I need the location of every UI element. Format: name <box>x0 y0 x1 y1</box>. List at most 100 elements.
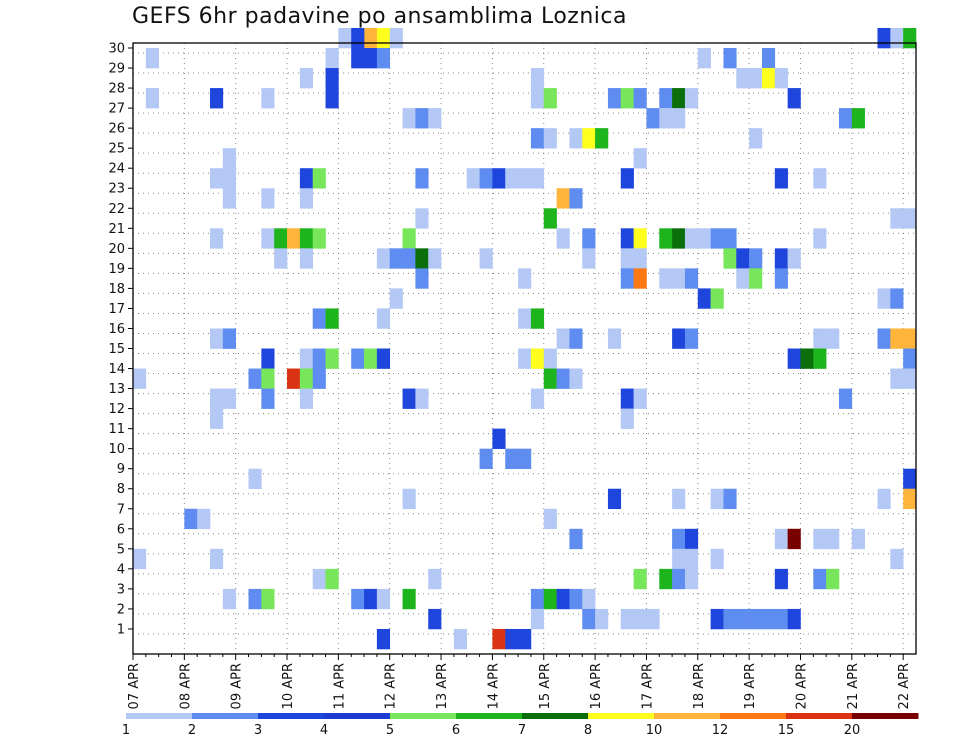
heatmap-cell <box>582 228 596 249</box>
legend-color-swatch <box>456 713 523 719</box>
heatmap-cell <box>210 88 224 109</box>
heatmap-cell <box>312 348 326 369</box>
legend-label: 4 <box>320 723 328 738</box>
heatmap-cell <box>710 488 724 510</box>
heatmap-cell <box>646 108 660 129</box>
y-tick-label: 21 <box>108 222 125 237</box>
heatmap-cell <box>774 608 788 630</box>
heatmap-cell <box>800 348 814 369</box>
legend-color-swatch <box>192 713 259 719</box>
heatmap-cell <box>299 228 314 249</box>
y-tick-label: 2 <box>117 602 125 617</box>
heatmap-cell <box>530 588 545 610</box>
heatmap-cell <box>376 48 391 69</box>
y-tick-label: 11 <box>108 422 125 437</box>
legend-color-swatch <box>522 713 589 719</box>
heatmap-cell <box>903 27 917 49</box>
heatmap-cell <box>697 48 711 69</box>
heatmap-cell <box>672 548 686 570</box>
legend-color-swatch <box>390 713 457 719</box>
heatmap-cell <box>402 488 416 510</box>
heatmap-cell <box>620 168 634 189</box>
heatmap-cell <box>530 308 545 329</box>
heatmap-cell <box>299 348 314 369</box>
legend-color-swatch <box>852 713 919 719</box>
legend-color-swatch <box>654 713 721 719</box>
heatmap-cell <box>518 308 532 329</box>
heatmap-cell <box>582 128 596 149</box>
heatmap-cell <box>518 348 532 369</box>
x-tick-label: 18 APR <box>692 663 707 709</box>
heatmap-cell <box>248 468 262 490</box>
heatmap-cell <box>672 228 686 249</box>
heatmap-cell <box>903 208 917 229</box>
heatmap-cell <box>479 168 493 189</box>
heatmap-cell <box>813 568 827 590</box>
heatmap-cell <box>569 368 583 389</box>
heatmap-cell <box>543 128 557 149</box>
heatmap-cell <box>672 568 686 590</box>
heatmap-cell <box>851 528 865 550</box>
heatmap-cell <box>261 388 275 409</box>
heatmap-cell <box>556 328 570 349</box>
heatmap-cell <box>774 68 788 89</box>
heatmap-cell <box>569 588 583 610</box>
heatmap-cell <box>710 548 724 570</box>
heatmap-cell <box>338 27 352 49</box>
y-tick-label: 7 <box>117 502 125 517</box>
heatmap-cell <box>903 328 917 349</box>
heatmap-cell <box>736 68 750 89</box>
heatmap-cell <box>620 608 634 630</box>
heatmap-cell <box>261 348 275 369</box>
heatmap-cell <box>633 148 647 169</box>
heatmap-cell <box>761 608 776 630</box>
heatmap-cell <box>261 228 275 249</box>
heatmap-cell <box>530 348 545 369</box>
heatmap-cell <box>723 608 737 630</box>
heatmap-cell <box>287 228 301 249</box>
legend-label: 7 <box>518 723 526 738</box>
heatmap-cell <box>287 368 301 389</box>
heatmap-cell <box>607 328 622 349</box>
heatmap-cell <box>736 268 750 289</box>
heatmap-cell <box>633 228 647 249</box>
y-tick-label: 24 <box>108 162 125 177</box>
y-tick-label: 20 <box>108 242 125 257</box>
x-tick-label: 09 APR <box>230 663 245 709</box>
heatmap-cell <box>659 228 673 249</box>
heatmap-cell <box>774 268 788 289</box>
heatmap-cell <box>415 268 429 289</box>
heatmap-cell <box>710 608 724 630</box>
heatmap-cell <box>736 608 750 630</box>
heatmap-cell <box>877 27 891 49</box>
heatmap-cell <box>312 308 326 329</box>
heatmap-cell <box>274 248 288 269</box>
x-tick-label: 11 APR <box>332 663 347 709</box>
heatmap-cell <box>582 588 596 610</box>
x-tick-label: 16 APR <box>589 663 604 709</box>
heatmap-cell <box>620 408 634 429</box>
y-tick-label: 22 <box>108 202 125 217</box>
heatmap-cell <box>787 88 801 109</box>
legend-label: 3 <box>254 723 262 738</box>
y-tick-label: 14 <box>108 362 125 377</box>
y-tick-label: 13 <box>108 382 125 397</box>
heatmap-cell <box>325 68 339 89</box>
y-tick-label: 16 <box>108 322 125 337</box>
heatmap-cell <box>659 268 673 289</box>
heatmap-cell <box>774 168 788 189</box>
heatmap-cell <box>813 328 827 349</box>
legend-label: 8 <box>584 723 592 738</box>
heatmap-cell <box>890 548 904 570</box>
heatmap-cell <box>376 27 391 49</box>
heatmap-cell <box>351 588 365 610</box>
heatmap-cell <box>684 548 699 570</box>
heatmap-cell <box>222 168 236 189</box>
heatmap-cell <box>210 168 224 189</box>
heatmap-cell <box>761 48 776 69</box>
heatmap-cell <box>325 568 339 590</box>
heatmap-cell <box>749 128 763 149</box>
heatmap-cell <box>351 348 365 369</box>
heatmap-cell <box>620 248 634 269</box>
